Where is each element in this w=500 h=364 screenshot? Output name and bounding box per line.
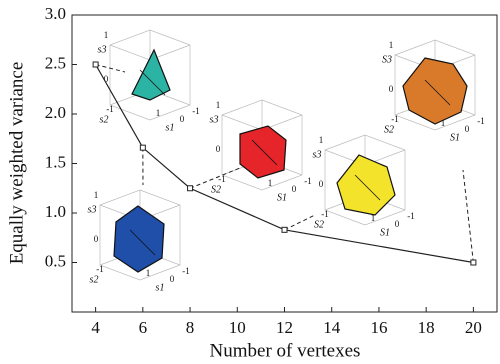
x-tick-label: 18 [418, 318, 435, 337]
inset-tick-label: -1 [321, 209, 329, 219]
x-tick-label: 6 [139, 318, 148, 337]
y-tick-label: 1.5 [45, 152, 66, 171]
inset-axis-label: s3 [210, 114, 219, 125]
inset-tick-label: -1 [106, 104, 114, 114]
x-axis-title: Number of vertexes [210, 340, 361, 361]
page: {"chart_data": {"type": "line", "x_label… [0, 0, 500, 364]
inset-axis-label: S2 [384, 124, 394, 135]
x-tick-label: 14 [323, 318, 341, 337]
inset-tick-label: 0 [465, 124, 470, 134]
inset: S3 S2 S1 1 0 -1 1 0 -1 [382, 40, 485, 143]
y-tick-label: 3.0 [45, 4, 66, 23]
inset-axis-label: s3 [88, 204, 97, 215]
inset-tick-label: -1 [192, 106, 200, 116]
x-tick-label: 10 [229, 318, 246, 337]
point [140, 145, 145, 150]
inset-axis-label: S1 [277, 192, 287, 203]
y-axis-title: Equally weighted variance [6, 62, 27, 265]
x-tick-label: 16 [370, 318, 387, 337]
y-tick-label: 2.5 [45, 53, 66, 72]
inset-tick-label: 0 [319, 179, 324, 189]
inset-tick-label: 0 [292, 184, 297, 194]
inset-tick-label: 0 [389, 84, 394, 94]
inset-tick-label: -1 [182, 266, 190, 276]
polyhedron [132, 50, 170, 100]
inset-axis-label: s2 [100, 114, 109, 125]
inset-axis-label: S1 [380, 227, 390, 238]
inset-tick-label: -1 [304, 176, 312, 186]
inset-tick-label: -1 [96, 264, 104, 274]
inset: s3 S2 S1 1 0 -1 1 0 -1 [313, 135, 415, 238]
link-arrow [463, 170, 473, 263]
inset-tick-label: 1 [216, 100, 221, 110]
inset-tick-label: 1 [319, 135, 324, 145]
x-tick-label: 20 [465, 318, 482, 337]
inset-tick-label: -1 [477, 116, 485, 126]
inset-axis-label: s2 [90, 274, 99, 285]
inset-axis-label: S1 [450, 132, 460, 143]
polyhedron [337, 155, 395, 215]
inset-axis-label: S2 [314, 219, 324, 230]
inset-tick-label: 1 [441, 118, 446, 128]
inset-tick-label: 1 [389, 40, 394, 50]
point [282, 227, 287, 232]
inset-tick-label: 1 [94, 190, 99, 200]
inset-tick-label: -1 [407, 211, 415, 221]
chart: Number of vertexes Equally weighted vari… [0, 0, 500, 364]
y-tick-label: 0.5 [45, 251, 66, 270]
inset: s3 s2 s1 1 0 -1 1 0 -1 [88, 190, 190, 293]
polyhedron [403, 58, 467, 124]
point [471, 260, 476, 265]
link-arrow [285, 215, 316, 230]
inset-tick-label: 0 [94, 234, 99, 244]
point [188, 186, 193, 191]
inset-axis-label: s3 [313, 149, 322, 160]
inset-tick-label: 1 [104, 30, 109, 40]
inset-tick-label: 0 [180, 114, 185, 124]
inset-tick-label: 1 [268, 178, 273, 188]
inset-axis-label: s1 [166, 122, 175, 133]
point [93, 62, 98, 67]
inset-tick-label: 1 [146, 268, 151, 278]
inset-tick-label: 0 [170, 274, 175, 284]
inset-tick-label: 0 [216, 144, 221, 154]
inset-tick-label: 1 [156, 108, 161, 118]
x-tick-label: 4 [91, 318, 100, 337]
polyhedron [240, 126, 286, 178]
inset-tick-label: 1 [371, 213, 376, 223]
inset-tick-label: -1 [391, 114, 399, 124]
inset-axis-label: S2 [211, 184, 221, 195]
y-tick-label: 1.0 [45, 202, 66, 221]
x-tick-label: 12 [276, 318, 293, 337]
x-tick-label: 8 [186, 318, 195, 337]
inset-tick-label: 0 [395, 219, 400, 229]
y-tick-label: 2.0 [45, 103, 66, 122]
inset: s3 S2 S1 1 0 -1 1 0 -1 [210, 100, 312, 203]
inset-tick-label: -1 [218, 174, 226, 184]
inset-axis-label: s1 [156, 282, 165, 293]
inset-axis-label: S3 [382, 54, 392, 65]
inset-axis-label: s3 [98, 44, 107, 55]
